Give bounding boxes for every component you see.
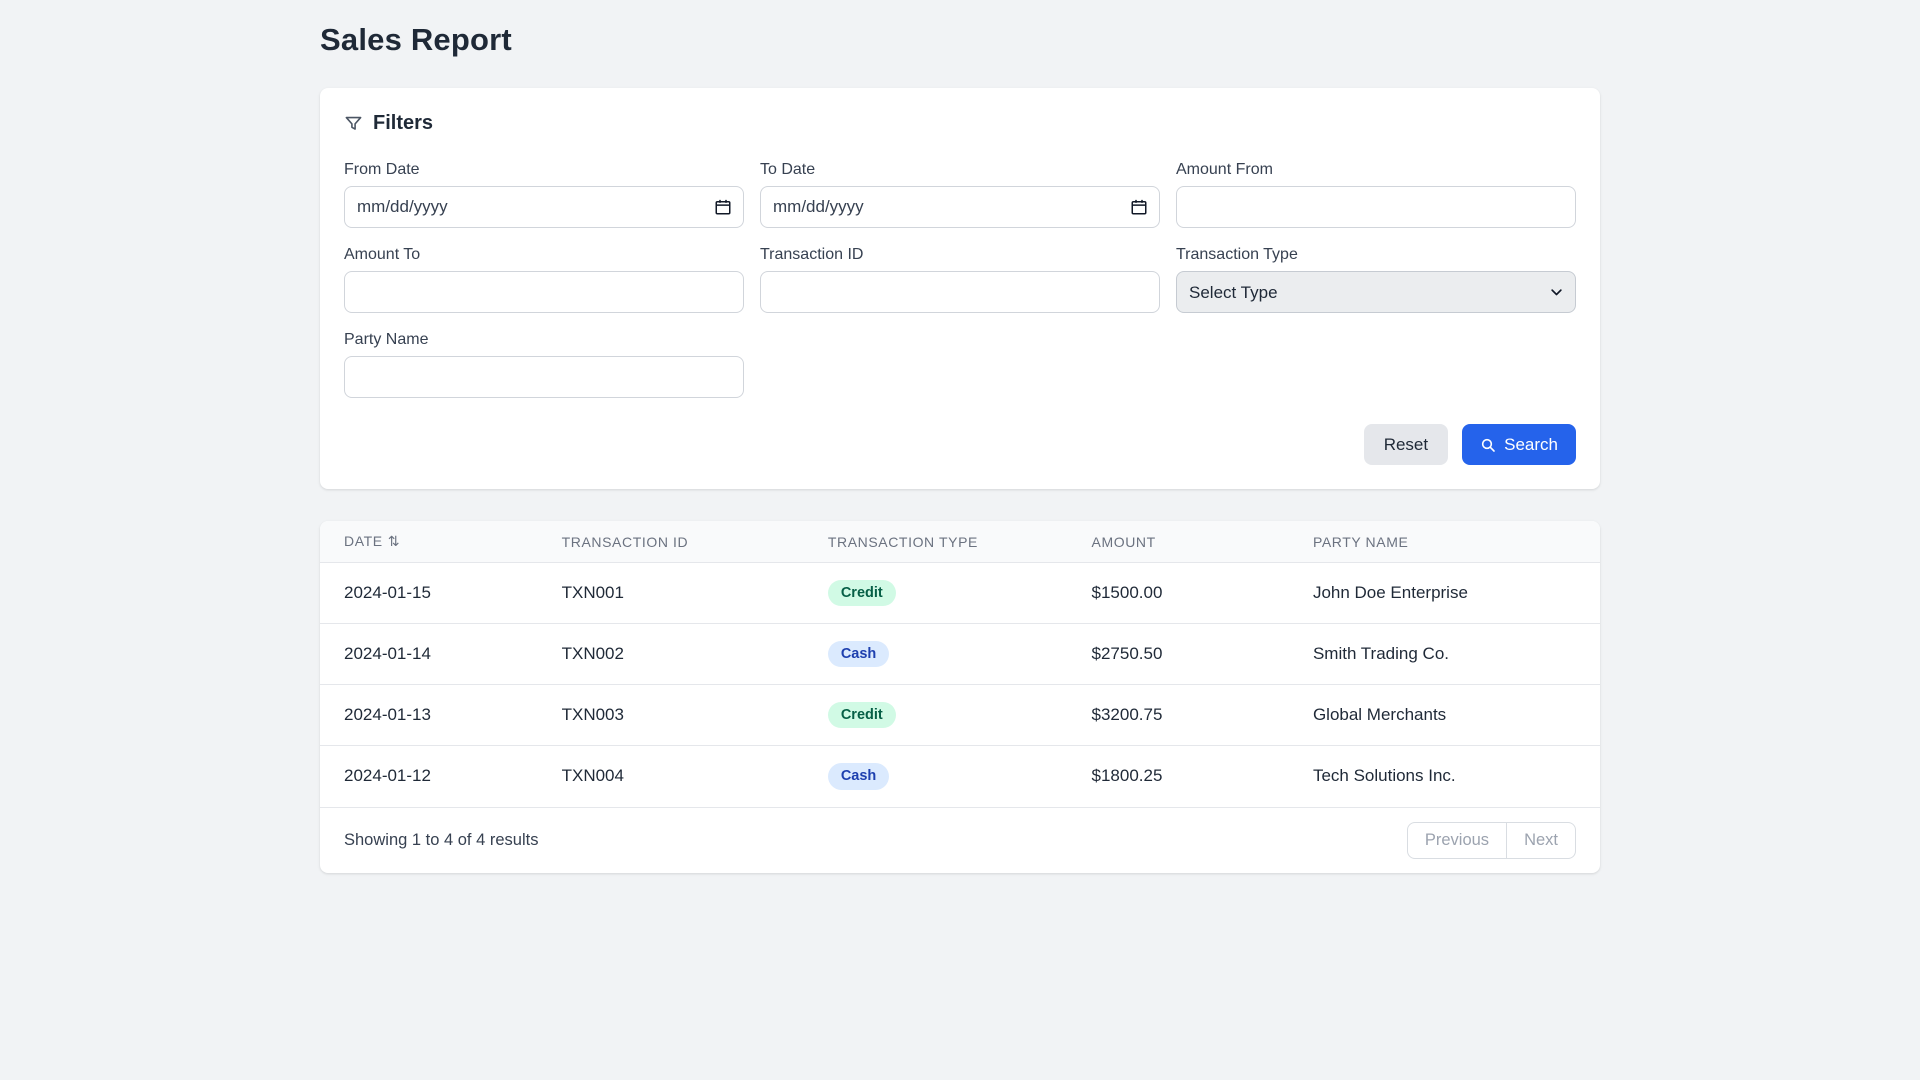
previous-button[interactable]: Previous xyxy=(1407,822,1507,859)
funnel-icon xyxy=(344,114,363,133)
table-row: 2024-01-15 TXN001 Credit $1500.00 John D… xyxy=(320,563,1600,624)
party-name-cell: Tech Solutions Inc. xyxy=(1289,746,1600,807)
transaction-id-cell: TXN003 xyxy=(538,685,804,746)
amount-to-field: Amount To xyxy=(344,246,744,313)
filters-actions: Reset Search xyxy=(344,424,1576,465)
page: Sales Report Filters From Date xyxy=(0,0,1920,1080)
transaction-id-label: Transaction ID xyxy=(760,246,1160,264)
from-date-input[interactable] xyxy=(344,186,744,228)
amount-to-label: Amount To xyxy=(344,246,744,264)
party-name-input[interactable] xyxy=(344,356,744,398)
date-cell: 2024-01-12 xyxy=(320,746,538,807)
reset-button[interactable]: Reset xyxy=(1364,424,1448,465)
transaction-type-badge: Credit xyxy=(828,580,896,606)
amount-from-field: Amount From xyxy=(1176,161,1576,228)
amount-to-input[interactable] xyxy=(344,271,744,313)
amount-cell: $2750.50 xyxy=(1068,624,1289,685)
pagination: Previous Next xyxy=(1407,822,1576,859)
table-header-row: DATE⇅ TRANSACTION ID TRANSACTION TYPE AM… xyxy=(320,521,1600,563)
party-name-cell: Smith Trading Co. xyxy=(1289,624,1600,685)
transaction-type-badge: Cash xyxy=(828,763,889,789)
transaction-type-badge: Credit xyxy=(828,702,896,728)
results-summary: Showing 1 to 4 of 4 results xyxy=(344,831,538,850)
amount-from-input[interactable] xyxy=(1176,186,1576,228)
page-title: Sales Report xyxy=(320,22,1600,58)
transaction-id-cell: TXN001 xyxy=(538,563,804,624)
date-cell: 2024-01-13 xyxy=(320,685,538,746)
transaction-id-cell: TXN004 xyxy=(538,746,804,807)
to-date-input[interactable] xyxy=(760,186,1160,228)
transaction-type-cell: Cash xyxy=(804,624,1068,685)
filters-grid: From Date To Date xyxy=(344,161,1576,398)
transaction-type-cell: Credit xyxy=(804,563,1068,624)
search-button-label: Search xyxy=(1504,435,1558,455)
transaction-type-label: Transaction Type xyxy=(1176,246,1576,264)
table-row: 2024-01-13 TXN003 Credit $3200.75 Global… xyxy=(320,685,1600,746)
search-icon xyxy=(1480,437,1496,453)
party-name-cell: Global Merchants xyxy=(1289,685,1600,746)
column-header-amount: AMOUNT xyxy=(1068,521,1289,563)
amount-from-label: Amount From xyxy=(1176,161,1576,179)
amount-cell: $3200.75 xyxy=(1068,685,1289,746)
filters-card: Filters From Date xyxy=(320,88,1600,489)
results-card: DATE⇅ TRANSACTION ID TRANSACTION TYPE AM… xyxy=(320,521,1600,873)
date-cell: 2024-01-14 xyxy=(320,624,538,685)
column-header-transaction-type: TRANSACTION TYPE xyxy=(804,521,1068,563)
table-row: 2024-01-14 TXN002 Cash $2750.50 Smith Tr… xyxy=(320,624,1600,685)
table-footer: Showing 1 to 4 of 4 results Previous Nex… xyxy=(320,808,1600,873)
party-name-label: Party Name xyxy=(344,331,744,349)
party-name-cell: John Doe Enterprise xyxy=(1289,563,1600,624)
from-date-field: From Date xyxy=(344,161,744,228)
transaction-type-select[interactable]: Select Type xyxy=(1176,271,1576,313)
filters-heading-label: Filters xyxy=(373,112,433,135)
transaction-type-cell: Credit xyxy=(804,685,1068,746)
party-name-field: Party Name xyxy=(344,331,744,398)
to-date-label: To Date xyxy=(760,161,1160,179)
calendar-icon[interactable] xyxy=(1129,197,1149,217)
column-header-date[interactable]: DATE⇅ xyxy=(320,521,538,563)
amount-cell: $1500.00 xyxy=(1068,563,1289,624)
transaction-type-badge: Cash xyxy=(828,641,889,667)
transaction-id-input[interactable] xyxy=(760,271,1160,313)
date-cell: 2024-01-15 xyxy=(320,563,538,624)
calendar-icon[interactable] xyxy=(713,197,733,217)
search-button[interactable]: Search xyxy=(1462,424,1576,465)
transaction-id-cell: TXN002 xyxy=(538,624,804,685)
transaction-type-cell: Cash xyxy=(804,746,1068,807)
results-table: DATE⇅ TRANSACTION ID TRANSACTION TYPE AM… xyxy=(320,521,1600,808)
transaction-id-field: Transaction ID xyxy=(760,246,1160,313)
filters-heading: Filters xyxy=(344,112,1576,135)
column-header-party-name: PARTY NAME xyxy=(1289,521,1600,563)
from-date-label: From Date xyxy=(344,161,744,179)
to-date-field: To Date xyxy=(760,161,1160,228)
transaction-type-field: Transaction Type Select Type xyxy=(1176,246,1576,313)
next-button[interactable]: Next xyxy=(1507,822,1576,859)
sort-icon[interactable]: ⇅ xyxy=(388,533,400,549)
table-row: 2024-01-12 TXN004 Cash $1800.25 Tech Sol… xyxy=(320,746,1600,807)
column-header-transaction-id: TRANSACTION ID xyxy=(538,521,804,563)
amount-cell: $1800.25 xyxy=(1068,746,1289,807)
